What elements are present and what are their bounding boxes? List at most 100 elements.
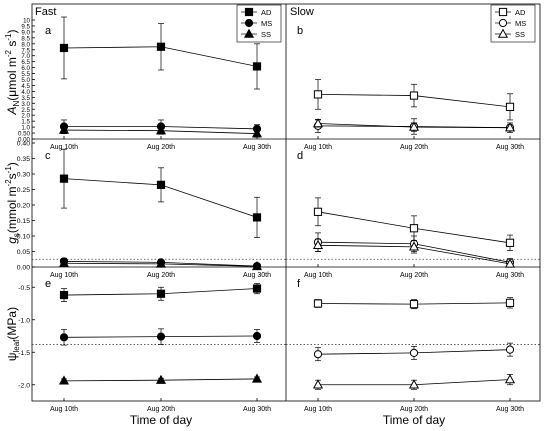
- panel-a-ytick-label-8: 4.0: [21, 89, 30, 96]
- panel-f-series-SS-point-1: [408, 379, 420, 389]
- panel-a-xtick-label-2: Aug 30th: [243, 144, 271, 151]
- panel-d-xtick-label-2: Aug 30th: [496, 272, 524, 279]
- panel-c-series-AD-point-0: [59, 174, 69, 183]
- panel-b-series-AD-point-0: [313, 90, 323, 99]
- panel-c-series-AD-point-1: [156, 180, 166, 189]
- panel-b-xtick-label-2: Aug 30th: [496, 144, 524, 151]
- y-axis-title-psi: ψleaf(MPa): [5, 307, 21, 361]
- panel-e-series-AD-point-0: [59, 290, 69, 300]
- panel-b-series-SS-point-1: [408, 121, 420, 131]
- panel-a-ytick-label-1: 0.50: [18, 131, 31, 138]
- panel-d-series-AD-point-2: [505, 238, 515, 247]
- panel-f-series-AD-point-0: [313, 299, 323, 308]
- panel-c-ytick-label-6: 0.30: [17, 172, 30, 179]
- panel-e-series-SS-point-1: [155, 374, 167, 384]
- panel-f-series-AD-point-2: [505, 298, 515, 307]
- panel-a-legend-label-AD: AD: [261, 8, 272, 17]
- panel-c-series-SS-point-0: [58, 257, 70, 267]
- panel-a-ytick-label-9: 4.5: [21, 83, 30, 90]
- panel-d-series-SS-point-2: [504, 258, 516, 268]
- panel-e-ytick-label-1: -1.0: [18, 317, 30, 324]
- panel-c-series-SS-point-1: [155, 258, 167, 268]
- panel-d-xtick-label-0: Aug 10th: [304, 272, 332, 279]
- panel-a-xtick-label-1: Aug 20th: [147, 144, 175, 151]
- panel-b-legend-label-SS: SS: [515, 30, 525, 39]
- panel-a-xtick-label-0: Aug 10th: [50, 144, 78, 151]
- panel-c-xtick-label-2: Aug 30th: [243, 272, 271, 279]
- panel-a-series-SS-point-1: [155, 125, 167, 135]
- panel-e-ytick-label-2: -1.5: [18, 350, 30, 357]
- panel-f-xtick-label-1: Aug 20th: [400, 406, 428, 413]
- panel-b-series-SS-point-2: [504, 122, 516, 132]
- panel-a-ytick-label-19: 9.5: [21, 23, 30, 30]
- x-axis-title-fast: Time of day: [130, 413, 192, 427]
- panel-f-series-SS-point-0: [312, 379, 324, 389]
- panel-f-xtick-label-0: Aug 10th: [304, 406, 332, 413]
- panel-b-xtick-label-1: Aug 20th: [400, 144, 428, 151]
- panel-a-ytick-label-20: 10: [23, 18, 30, 25]
- panel-e-series-AD-point-1: [156, 289, 166, 298]
- panel-a-ytick-label-3: 1.5: [21, 119, 30, 126]
- y-axis-title-gs: gs(mmol m-2s-1): [4, 162, 21, 244]
- panel-a-ytick-label-17: 8.5: [21, 35, 30, 42]
- panel-b-legend-label-AD: AD: [515, 8, 526, 17]
- panel-a-series-SS-point-0: [58, 124, 70, 134]
- panel-e-series-MS-point-1: [156, 332, 166, 341]
- panel-c-ytick-label-7: 0.35: [17, 156, 30, 163]
- panel-b-series-AD-point-1: [409, 91, 419, 100]
- panel-a-ytick-label-0: 0.00: [18, 137, 31, 144]
- panel-b-letter: b: [297, 25, 303, 37]
- panel-a-ytick-label-10: 5.0: [21, 77, 30, 84]
- panel-d-series-AD-point-1: [409, 224, 419, 233]
- panel-d-xtick-label-1: Aug 20th: [400, 272, 428, 279]
- panel-e-letter: e: [45, 278, 51, 290]
- panel-a-series-AD-point-2: [252, 62, 262, 71]
- panel-b-legend-marker-SS: [497, 28, 509, 38]
- panel-e-ytick-label-0: -0.5: [18, 285, 30, 292]
- x-axis-title-slow: Time of day: [383, 413, 445, 427]
- panel-c-ytick-label-8: 0.40: [17, 141, 30, 148]
- panel-e-xtick-label-2: Aug 30th: [243, 406, 271, 413]
- panel-e-series-MS-point-2: [252, 331, 262, 341]
- y-axis-title-an: AN(μmol m-2 s-1): [4, 30, 21, 116]
- group-label-fast: Fast: [35, 6, 56, 18]
- panel-d-series-SS-point-1: [408, 241, 420, 251]
- panel-a-ytick-label-6: 3.0: [21, 101, 30, 108]
- panel-a-ytick-label-18: 9.0: [21, 29, 30, 36]
- panel-c-series-AD-point-2: [252, 213, 262, 222]
- panel-b-series-AD-point-2: [505, 102, 515, 111]
- panel-d-letter: d: [297, 150, 303, 162]
- panel-d-series-AD-point-0: [313, 207, 323, 216]
- panel-f-letter: f: [297, 278, 301, 290]
- panel-f-series-SS-point-2: [504, 374, 516, 384]
- panel-e-series-MS-point-0: [59, 333, 69, 342]
- panel-a-ytick-label-14: 7.0: [21, 53, 30, 60]
- panel-e-xtick-label-1: Aug 20th: [147, 406, 175, 413]
- panel-f-series-MS-point-2: [505, 345, 515, 354]
- panel-a-legend-label-MS: MS: [261, 19, 272, 28]
- panel-a-ytick-label-11: 5.5: [21, 71, 30, 78]
- panel-d-series-SS-point-0: [312, 239, 324, 249]
- panel-b-legend-marker-AD: [498, 7, 508, 17]
- panel-c-letter: c: [45, 150, 51, 162]
- panel-c-ytick-label-4: 0.20: [17, 203, 30, 210]
- panel-c-ytick-label-0: 0.00: [17, 265, 30, 272]
- panel-b-legend-box: [490, 4, 536, 43]
- panel-e-xtick-label-0: Aug 10th: [50, 406, 78, 413]
- panel-c-xtick-label-0: Aug 10th: [50, 272, 78, 279]
- panel-a-legend-marker-SS: [243, 28, 255, 38]
- panel-a-ytick-label-15: 7.5: [21, 47, 30, 54]
- panel-e-ytick-label-3: -2.0: [18, 382, 30, 389]
- panel-a-series-AD-point-1: [156, 42, 166, 51]
- panel-f-xtick-label-2: Aug 30th: [496, 406, 524, 413]
- panel-a-ytick-label-7: 3.5: [21, 95, 30, 102]
- panel-a-legend-marker-AD: [244, 7, 254, 17]
- panel-a-ytick-label-13: 6.5: [21, 59, 30, 66]
- panel-a-series-SS-point-2: [251, 128, 263, 138]
- panel-a-ytick-label-5: 2.5: [21, 107, 30, 114]
- panel-a-legend-box: [236, 4, 282, 43]
- panel-a-letter: a: [45, 25, 52, 37]
- panel-c-series-SS-point-2: [251, 260, 263, 271]
- panel-f-series-MS-point-0: [313, 350, 323, 359]
